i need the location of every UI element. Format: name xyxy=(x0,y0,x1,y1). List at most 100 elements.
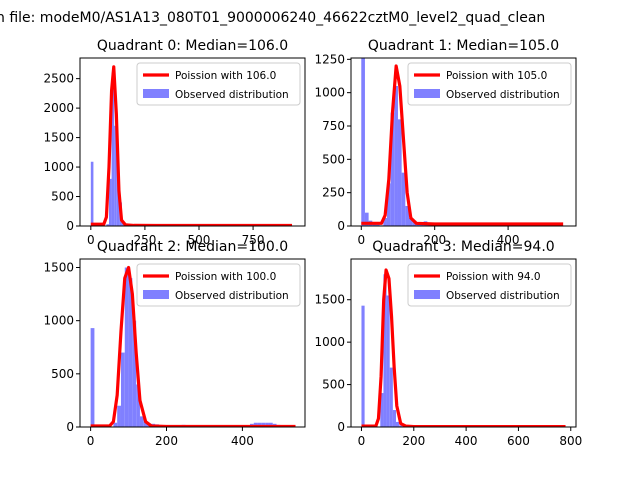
x-tick-label: 200 xyxy=(423,233,446,247)
x-tick-label: 400 xyxy=(455,434,478,448)
histogram-bar xyxy=(90,161,94,226)
legend-box xyxy=(407,62,572,106)
panel-title: Quadrant 1: Median=105.0 xyxy=(368,38,559,54)
legend-box xyxy=(136,62,301,106)
panel-title: Quadrant 2: Median=100.0 xyxy=(97,239,288,255)
histogram-bar xyxy=(389,367,393,427)
legend-observed-swatch xyxy=(414,290,440,299)
histogram-bar xyxy=(380,393,384,427)
x-tick-label: 0 xyxy=(357,233,365,247)
poisson-fit-line xyxy=(90,265,296,427)
x-tick-label: 0 xyxy=(358,434,366,448)
y-tick-label: 1250 xyxy=(314,52,345,66)
histogram-bar xyxy=(392,410,396,427)
x-tick-label: 800 xyxy=(559,434,582,448)
x-tick-label: 400 xyxy=(497,233,520,247)
panel-title: Quadrant 0: Median=106.0 xyxy=(97,38,288,54)
histogram-bar xyxy=(90,328,95,427)
legend-observed-swatch xyxy=(414,89,440,98)
legend-observed-swatch xyxy=(143,89,169,98)
y-tick-label: 1000 xyxy=(314,86,345,100)
y-tick-label: 1000 xyxy=(43,160,74,174)
y-tick-label: 1500 xyxy=(314,293,345,307)
figure-suptitle: n file: modeM0/AS1A13_080T01_9000006240_… xyxy=(0,10,545,26)
y-tick-label: 0 xyxy=(337,219,345,233)
y-tick-label: 500 xyxy=(322,152,345,166)
y-tick-label: 0 xyxy=(66,219,74,233)
histogram-bar xyxy=(375,224,380,226)
histogram-bar xyxy=(117,405,121,427)
x-tick-label: 0 xyxy=(87,434,95,448)
legend-observed-label: Observed distribution xyxy=(175,89,289,101)
histogram-bar xyxy=(136,384,140,427)
y-tick-label: 1500 xyxy=(43,131,74,145)
legend-observed-label: Observed distribution xyxy=(446,290,560,302)
histogram-bar xyxy=(124,267,129,427)
panel-1: 0 200 400 0 250 500 750 1000 1250 Quadrant 1: Med… xyxy=(314,38,577,247)
legend-fit-label: Poission with 94.0 xyxy=(446,271,541,283)
histogram-bar xyxy=(396,421,400,427)
y-tick-label: 2000 xyxy=(43,101,74,115)
legend: Poission with 106.0 Observed distribution xyxy=(136,62,301,106)
axes-frame xyxy=(350,258,577,428)
y-tick-label: 1000 xyxy=(314,335,345,349)
histogram-bar xyxy=(401,172,406,226)
legend-box xyxy=(407,263,572,307)
legend: Poission with 105.0 Observed distribution xyxy=(407,62,572,106)
y-tick-label: 1500 xyxy=(43,261,74,275)
histogram-bar xyxy=(132,320,137,427)
histogram-bar xyxy=(394,86,398,226)
histogram-bar xyxy=(120,352,125,427)
histogram-bar xyxy=(405,206,409,226)
histogram-bar xyxy=(390,112,395,226)
y-tick-label: 0 xyxy=(337,420,345,434)
axes-frame xyxy=(79,57,306,227)
legend-observed-swatch xyxy=(143,290,169,299)
legend: Poission with 100.0 Observed distribution xyxy=(136,263,301,307)
histogram-bar xyxy=(139,416,144,427)
y-tick-label: 1000 xyxy=(43,314,74,328)
y-tick-label: 500 xyxy=(51,190,74,204)
y-tick-label: 0 xyxy=(66,420,74,434)
y-tick-label: 500 xyxy=(322,378,345,392)
histogram-bar xyxy=(383,274,387,427)
y-tick-label: 2500 xyxy=(43,72,74,86)
legend-box xyxy=(136,263,301,307)
histogram-bar xyxy=(143,421,148,427)
x-tick-label: 750 xyxy=(242,233,265,247)
histogram-bar xyxy=(128,278,133,427)
panel-2: 0 200 400 0 500 1000 1500 Quadrant 2: Median=10… xyxy=(43,239,306,448)
histogram-bar xyxy=(361,58,365,226)
histogram-bar xyxy=(408,218,413,226)
histogram-bar xyxy=(361,305,365,427)
histogram-bar xyxy=(386,295,390,427)
histogram-bar xyxy=(397,119,402,226)
histogram-bar xyxy=(113,422,118,427)
histogram-bar xyxy=(364,212,369,226)
plot-area xyxy=(361,58,564,226)
y-tick-label: 500 xyxy=(51,367,74,381)
histogram-bar xyxy=(399,425,403,427)
plot-area xyxy=(90,265,296,427)
legend-fit-label: Poission with 106.0 xyxy=(175,70,276,82)
legend: Poission with 94.0 Observed distribution xyxy=(407,263,572,307)
x-tick-label: 400 xyxy=(231,434,254,448)
x-tick-label: 0 xyxy=(87,233,95,247)
legend-observed-label: Observed distribution xyxy=(446,89,560,101)
histogram-bar xyxy=(383,218,387,226)
histogram-bar xyxy=(114,125,117,226)
x-tick-label: 600 xyxy=(507,434,530,448)
panel-3: 0 200 400 600 800 0 500 1000 1500 Quadrant 3: Med… xyxy=(314,239,582,448)
x-tick-label: 200 xyxy=(402,434,425,448)
x-tick-label: 500 xyxy=(188,233,211,247)
y-tick-label: 750 xyxy=(322,119,345,133)
poisson-fit-line xyxy=(361,64,564,226)
panel-0: 0 250 500 750 0 500 1000 1500 2000 2500 Quadrant 0… xyxy=(43,38,306,247)
legend-fit-label: Poission with 105.0 xyxy=(446,70,547,82)
x-tick-label: 250 xyxy=(133,233,156,247)
histogram-bar xyxy=(108,178,112,226)
axes-frame xyxy=(79,258,306,428)
histogram-bar xyxy=(111,72,115,226)
